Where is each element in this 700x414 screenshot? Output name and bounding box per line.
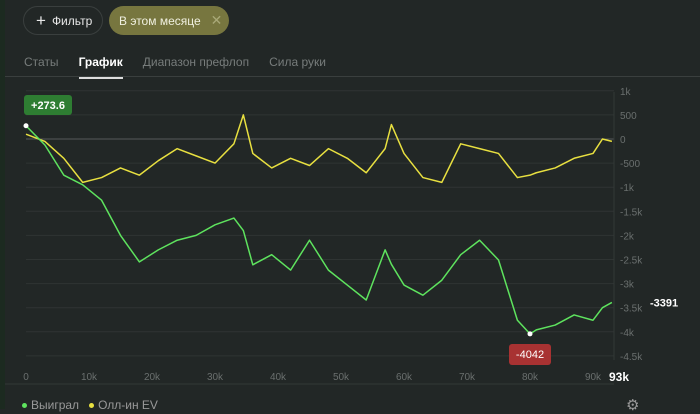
x-end-label: 93k	[609, 370, 629, 384]
x-tick-label: 50k	[333, 372, 350, 383]
filter-label: Фильтр	[51, 13, 93, 28]
plus-icon: +	[36, 11, 46, 30]
gear-icon[interactable]: ⚙	[626, 397, 640, 414]
y-tick-label: -1.5k	[620, 207, 643, 218]
x-tick-label: 70k	[459, 372, 476, 383]
tab-hand-strength[interactable]: Сила руки	[269, 55, 326, 69]
max-label-bg	[24, 95, 72, 115]
left-edge	[0, 0, 5, 409]
chip-label: В этом месяце	[119, 13, 201, 28]
legend-item-won[interactable]: Выиграл	[22, 398, 79, 412]
y-tick-label: -3k	[620, 280, 635, 291]
date-filter-chip[interactable]: В этом месяце ✕	[109, 6, 229, 35]
y-tick-label: -4.5k	[620, 352, 643, 363]
x-tick-label: 10k	[81, 372, 98, 383]
x-tick-label: 20k	[144, 372, 161, 383]
tab-preflop-range[interactable]: Диапазон префлоп	[142, 55, 250, 69]
tab-stats[interactable]: Статы	[24, 55, 59, 69]
min-label-bg	[509, 344, 551, 365]
y-tick-label: -4k	[620, 328, 635, 339]
tab-bar: Статы График Диапазон префлоп Сила руки	[24, 55, 326, 79]
y-tick-label: 500	[620, 111, 637, 122]
x-tick-label: 0	[23, 372, 29, 383]
max-label: +273.6	[31, 100, 65, 112]
legend-item-allin-ev[interactable]: Олл-ин EV	[89, 398, 158, 412]
y-tick-label: -1k	[620, 183, 635, 194]
series-line-allin-ev	[25, 114, 613, 184]
y-tick-label: -2.5k	[620, 256, 643, 267]
legend: Выиграл Олл-ин EV	[22, 398, 158, 412]
x-tick-label: 30k	[207, 372, 224, 383]
y-tick-label: -2k	[620, 231, 635, 242]
y-tick-label: 0	[620, 135, 626, 146]
y-tick-label: -500	[620, 159, 640, 170]
min-label: -4042	[516, 349, 544, 361]
x-tick-label: 60k	[396, 372, 413, 383]
last-value-label: -3391	[650, 297, 678, 309]
close-icon[interactable]: ✕	[210, 12, 223, 28]
x-tick-label: 40k	[270, 372, 287, 383]
min-point	[527, 331, 533, 337]
x-tick-label: 90k	[585, 372, 602, 383]
y-tick-label: 1k	[620, 87, 632, 98]
x-tick-label: 80k	[522, 372, 539, 383]
tab-graph[interactable]: График	[78, 55, 123, 79]
y-tick-label: -3.5k	[620, 304, 643, 315]
filter-button[interactable]: + Фильтр	[23, 6, 103, 35]
tab-divider	[5, 76, 700, 77]
max-point	[23, 123, 29, 129]
